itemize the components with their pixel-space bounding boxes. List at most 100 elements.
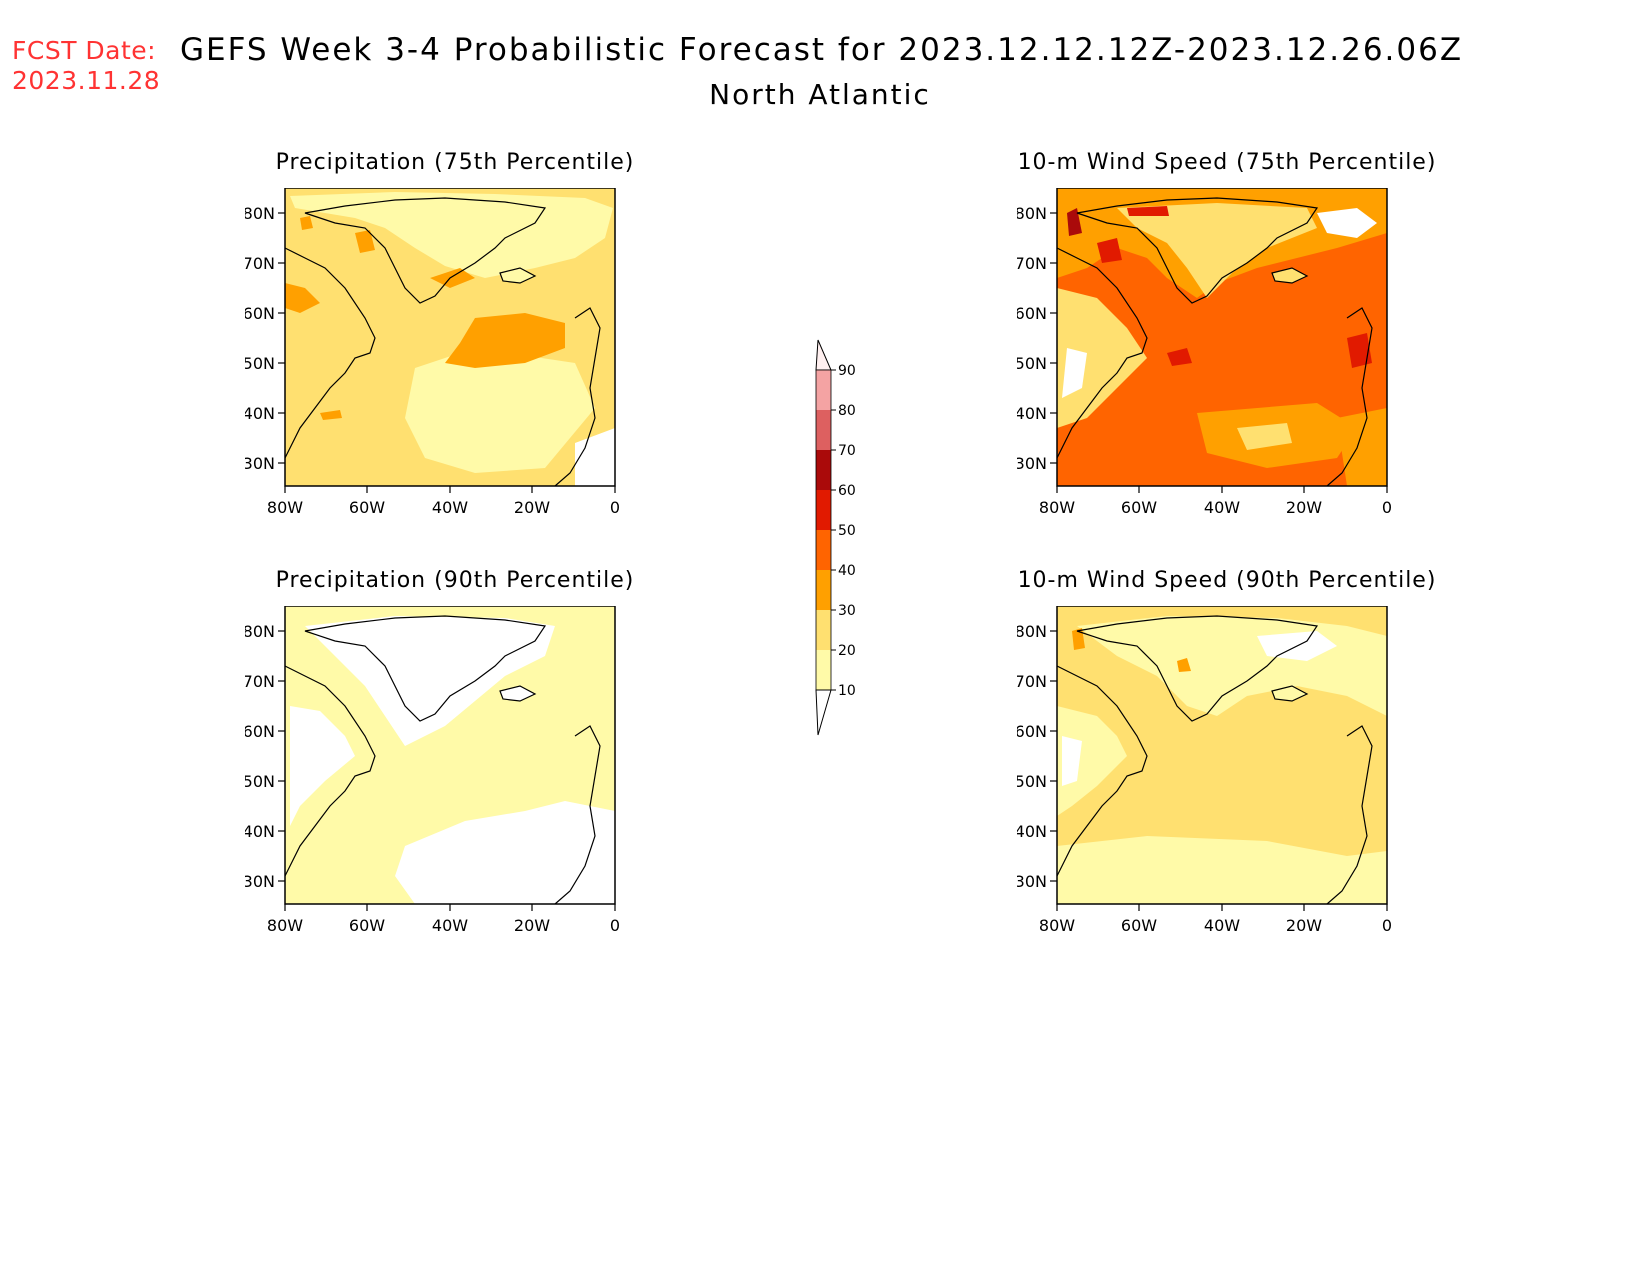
precip-high-area bbox=[320, 410, 342, 420]
colorbar-swatch bbox=[816, 650, 831, 690]
panel-wind-90: 10-m Wind Speed (90th Percentile) 80N 70… bbox=[1017, 568, 1437, 953]
lon-tick-label: 40W bbox=[432, 916, 468, 935]
coastline bbox=[304, 197, 547, 304]
wind-high-area bbox=[1097, 238, 1122, 263]
lon-tick-label: 20W bbox=[514, 916, 550, 935]
map-plot: 80N 70N 60N 50N 40N 30N 80W 60W 40W 20W … bbox=[245, 188, 620, 517]
coastline bbox=[499, 685, 537, 702]
lat-tick-label: 60N bbox=[1017, 304, 1047, 323]
lat-tick-label: 30N bbox=[1017, 872, 1047, 891]
wind-low-area bbox=[1237, 423, 1292, 450]
colorbar-swatch bbox=[816, 570, 831, 610]
lat-tick-label: 60N bbox=[1017, 722, 1047, 741]
lat-tick-label: 50N bbox=[245, 354, 275, 373]
wind-high-area bbox=[1347, 333, 1372, 368]
lon-tick-label: 80W bbox=[1039, 916, 1075, 935]
lat-tick-label: 70N bbox=[1017, 672, 1047, 691]
lat-tick-label: 60N bbox=[245, 304, 275, 323]
coastline bbox=[554, 307, 601, 487]
colorbar-label: 80 bbox=[838, 403, 856, 419]
wind-high-area bbox=[1127, 206, 1169, 216]
forecast-date-label: FCST Date: bbox=[12, 36, 157, 65]
coastline bbox=[284, 247, 376, 459]
precip-high-area bbox=[285, 283, 320, 313]
coastline bbox=[1076, 197, 1319, 304]
lon-tick-label: 20W bbox=[514, 498, 550, 517]
colorbar-swatch bbox=[816, 410, 831, 450]
no-signal-area bbox=[1062, 736, 1082, 786]
coastline bbox=[1271, 685, 1309, 702]
panel-title: Precipitation (75th Percentile) bbox=[275, 150, 635, 175]
lat-tick-label: 30N bbox=[245, 454, 275, 473]
lat-tick-label: 80N bbox=[245, 204, 275, 223]
wind-low-area bbox=[1117, 203, 1317, 298]
wind-low-area bbox=[1057, 288, 1147, 428]
wind-moderate-area bbox=[1337, 408, 1387, 486]
precip-high-area bbox=[300, 216, 313, 230]
lon-tick-label: 60W bbox=[1121, 916, 1157, 935]
lat-tick-label: 40N bbox=[245, 822, 275, 841]
lon-tick-label: 40W bbox=[1204, 498, 1240, 517]
lon-tick-label: 40W bbox=[432, 498, 468, 517]
lon-tick-label: 60W bbox=[1121, 498, 1157, 517]
colorbar-swatch bbox=[816, 450, 831, 490]
colorbar-graphic: 90 80 70 60 50 40 30 20 10 bbox=[815, 339, 856, 736]
no-signal-area bbox=[575, 428, 615, 486]
no-signal-area bbox=[1062, 348, 1087, 398]
colorbar: 90 80 70 60 50 40 30 20 10 bbox=[800, 330, 860, 740]
lat-tick-label: 50N bbox=[1017, 354, 1047, 373]
wind-low-area bbox=[1057, 836, 1387, 904]
wind-moderate-area bbox=[1177, 658, 1191, 672]
colorbar-top-cap bbox=[815, 339, 832, 371]
panel-precip-75: Precipitation (75th Percentile) 80N 70N … bbox=[245, 150, 665, 535]
lat-tick-label: 60N bbox=[245, 722, 275, 741]
panel-wind-75: 10-m Wind Speed (75th Percentile) 80N 70… bbox=[1017, 150, 1437, 535]
lon-tick-label: 80W bbox=[267, 498, 303, 517]
colorbar-label: 50 bbox=[838, 523, 856, 539]
colorbar-label: 40 bbox=[838, 563, 856, 579]
map-plot: 80N 70N 60N 50N 40N 30N 80W 60W 40W 20W … bbox=[245, 606, 620, 935]
precip-low-area bbox=[405, 348, 595, 473]
lat-tick-label: 30N bbox=[245, 872, 275, 891]
panel-title: 10-m Wind Speed (90th Percentile) bbox=[1017, 568, 1437, 593]
colorbar-swatch bbox=[816, 490, 831, 530]
lon-tick-label: 0 bbox=[1382, 916, 1392, 935]
lat-tick-label: 70N bbox=[245, 672, 275, 691]
coastline bbox=[1056, 665, 1148, 877]
colorbar-label: 20 bbox=[838, 643, 856, 659]
wind-low-area bbox=[1057, 706, 1127, 816]
colorbar-label: 30 bbox=[838, 603, 856, 619]
colorbar-label: 90 bbox=[838, 363, 856, 379]
lon-tick-label: 60W bbox=[349, 498, 385, 517]
axis-ticks bbox=[278, 630, 616, 911]
axis-ticks bbox=[1050, 212, 1388, 493]
lon-tick-label: 80W bbox=[1039, 498, 1075, 517]
axis-ticks bbox=[1050, 630, 1388, 911]
coastline bbox=[554, 725, 601, 905]
wind-high-area bbox=[1067, 208, 1082, 236]
lat-tick-label: 40N bbox=[1017, 404, 1047, 423]
map-plot: 80N 70N 60N 50N 40N 30N 80W 60W 40W 20W … bbox=[1017, 188, 1392, 517]
coastline bbox=[1326, 307, 1373, 487]
lat-tick-label: 50N bbox=[1017, 772, 1047, 791]
precip-low-area bbox=[290, 192, 613, 278]
panel-title: 10-m Wind Speed (75th Percentile) bbox=[1017, 150, 1437, 175]
colorbar-label: 10 bbox=[838, 683, 856, 699]
axis-ticks bbox=[278, 212, 616, 493]
coastline bbox=[499, 267, 537, 284]
precip-high-area bbox=[445, 313, 565, 368]
region-title: North Atlantic bbox=[709, 78, 931, 111]
precip-high-area bbox=[430, 268, 475, 288]
coastline bbox=[1056, 247, 1148, 459]
no-signal-area bbox=[1317, 208, 1377, 238]
lat-tick-label: 30N bbox=[1017, 454, 1047, 473]
lat-tick-label: 70N bbox=[1017, 254, 1047, 273]
lat-tick-label: 80N bbox=[1017, 204, 1047, 223]
coastline bbox=[304, 615, 547, 722]
panel-title: Precipitation (90th Percentile) bbox=[275, 568, 635, 593]
coastline bbox=[1076, 615, 1319, 722]
no-signal-area bbox=[290, 706, 355, 826]
lat-tick-label: 40N bbox=[1017, 822, 1047, 841]
lon-tick-label: 20W bbox=[1286, 498, 1322, 517]
page-title: GEFS Week 3-4 Probabilistic Forecast for… bbox=[180, 32, 1464, 68]
